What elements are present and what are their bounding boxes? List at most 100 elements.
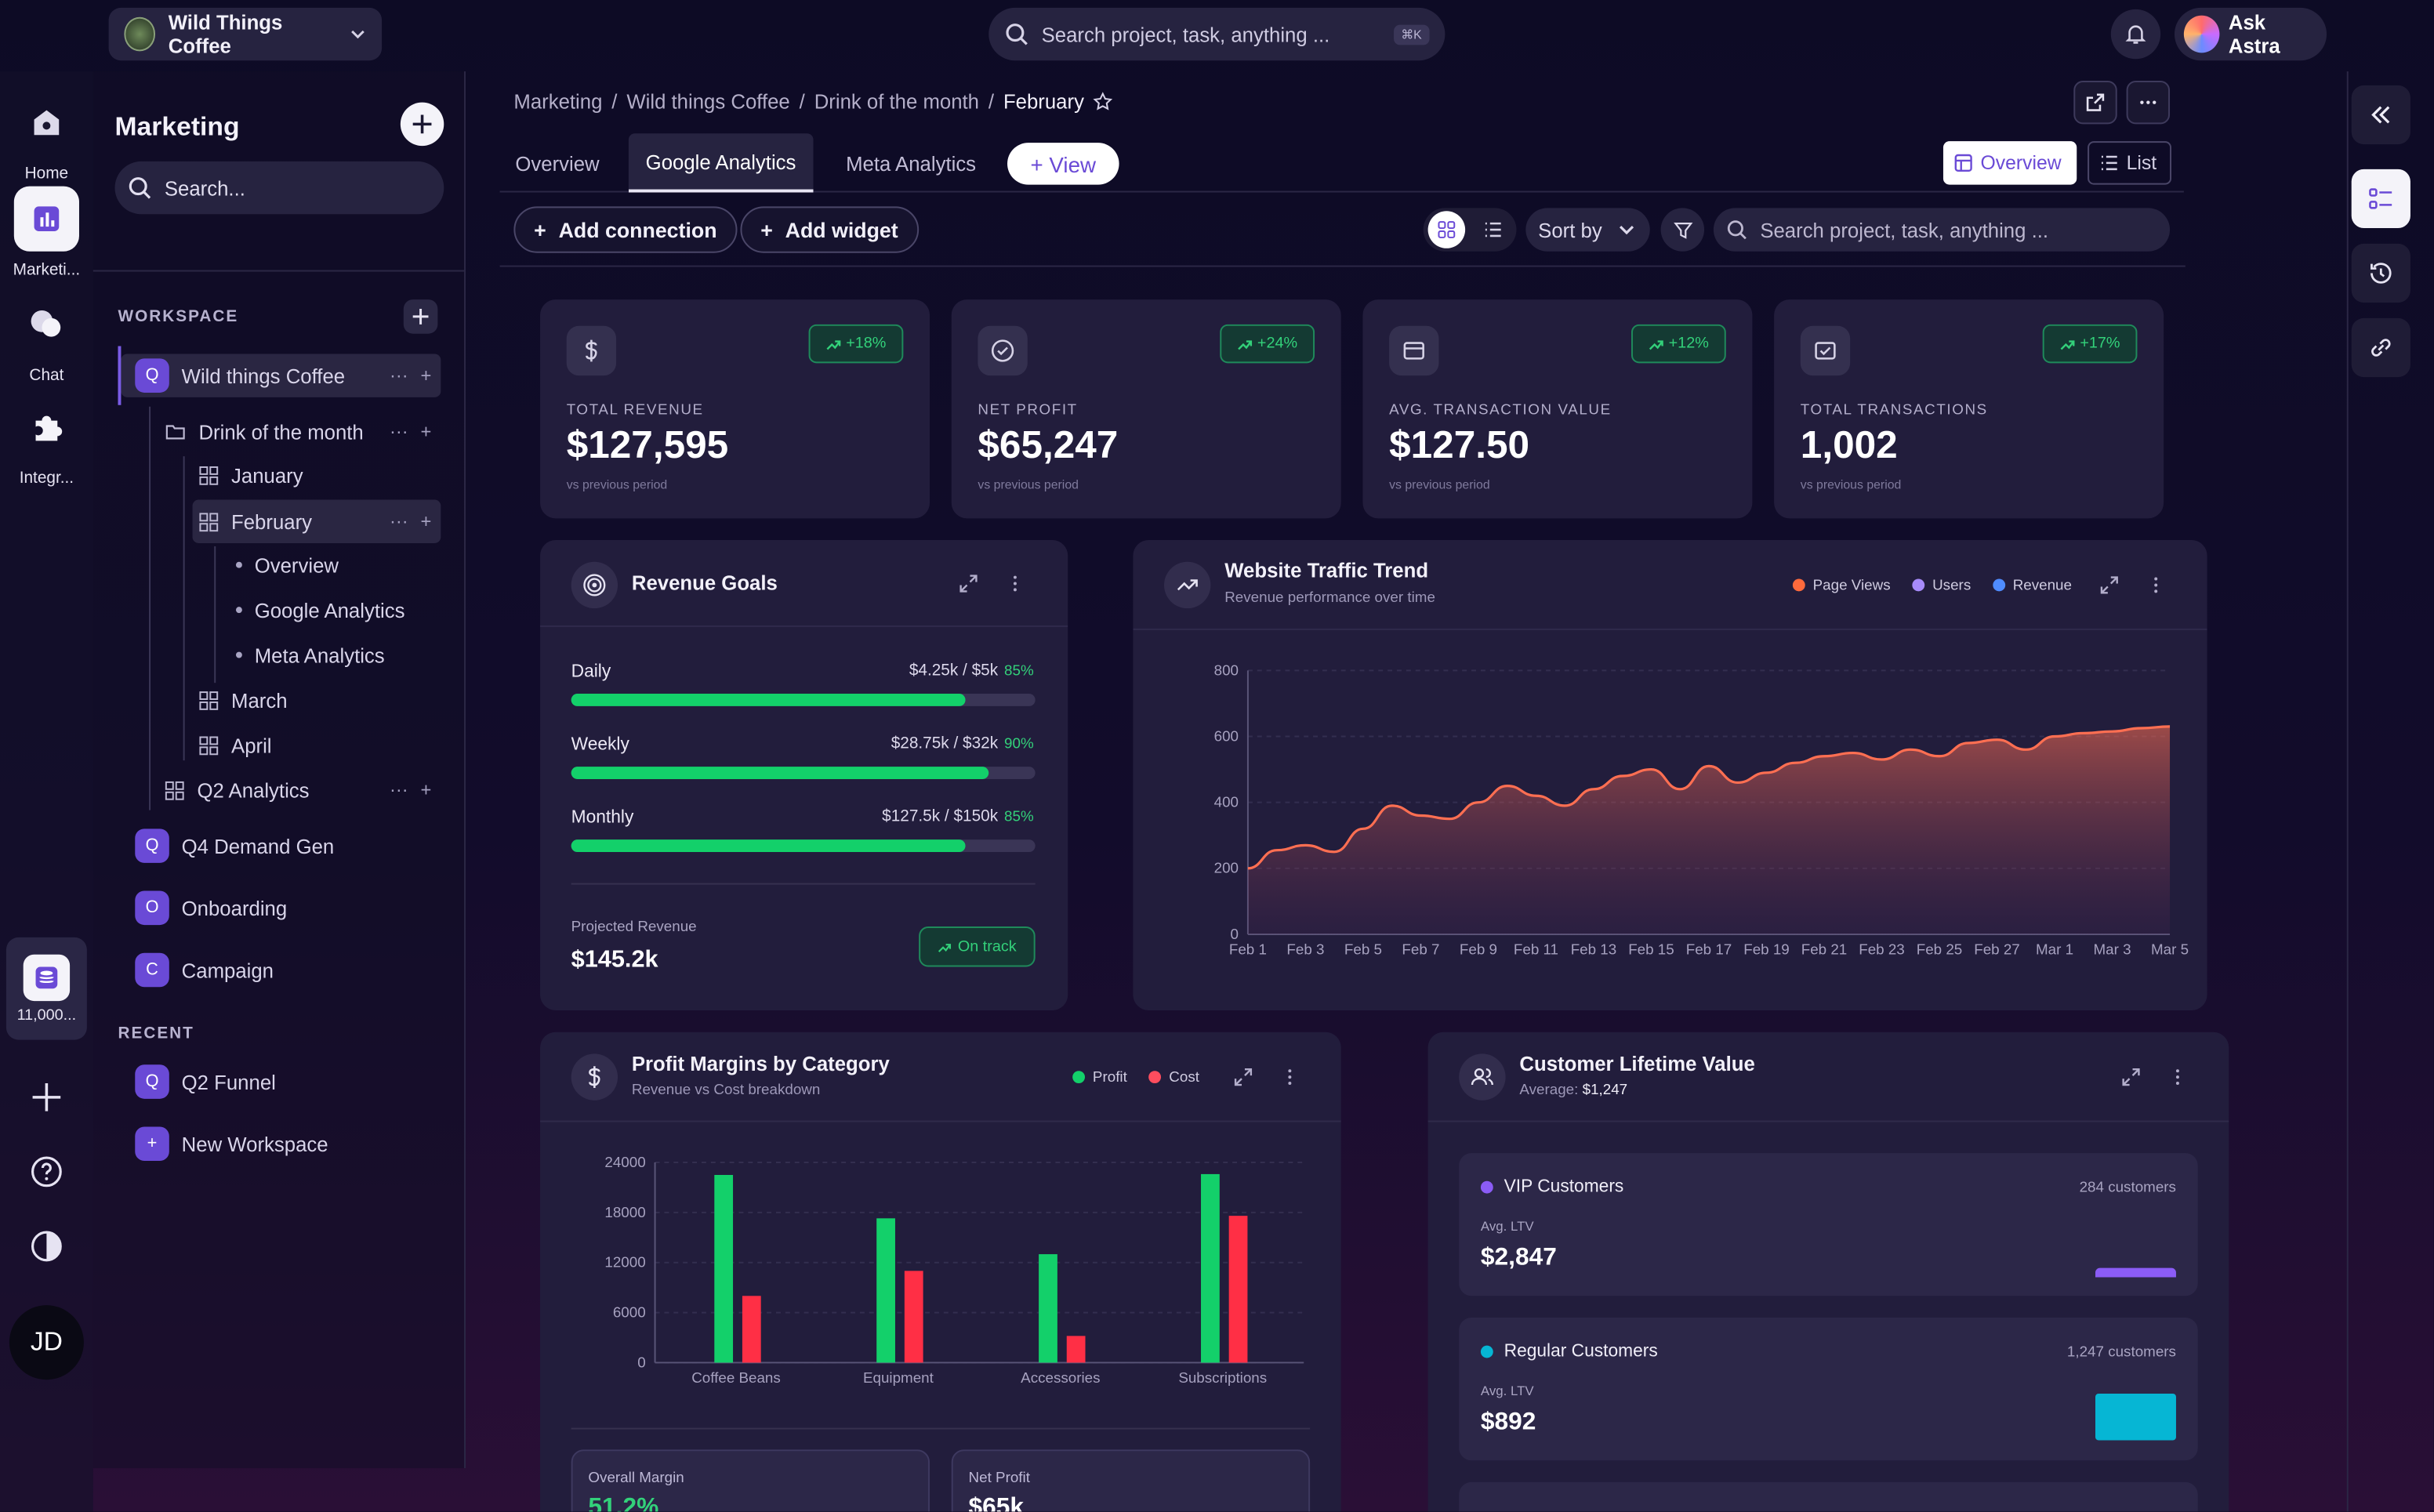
kpi-sub: vs previous period [978,477,1079,492]
legend-item[interactable]: Profit [1072,1069,1127,1086]
plus-icon[interactable]: + [420,420,432,443]
overview-view-button[interactable]: Overview [1942,141,2077,185]
add-widget-button[interactable]: + Add widget [740,206,919,253]
workspace-badge: O [135,890,169,926]
tasks-panel-button[interactable] [2351,169,2410,229]
tree-item-q4-demand-gen[interactable]: Q Q4 Demand Gen [135,824,334,867]
trend-up-icon [826,339,841,350]
rail-item-integrations[interactable]: Integr... [8,394,85,488]
user-avatar[interactable]: JD [9,1305,84,1380]
more-icon[interactable]: ··· [389,364,408,387]
card-title: Customer Lifetime Value [1519,1052,1755,1076]
tab-google-analytics[interactable]: Google Analytics [628,133,814,193]
grid-icon [199,466,219,484]
tree-item-meta-analytics[interactable]: Meta Analytics [230,633,385,676]
sidebar-add-button[interactable] [400,102,444,147]
breadcrumb-separator: / [988,89,995,114]
legend-item[interactable]: Page Views [1792,578,1891,594]
legend-item[interactable]: Revenue [1992,578,2072,594]
history-button[interactable] [2351,243,2410,303]
expand-icon[interactable] [2122,1068,2141,1086]
filter-button[interactable] [1660,208,1705,252]
top-bar: Wild Things Coffee Search project, task,… [0,0,2434,68]
legend-item[interactable]: Users [1912,578,1971,594]
tab-overview[interactable]: Overview [515,151,600,175]
customer-segment-vip[interactable]: VIP Customers 284 customers Avg. LTV $2,… [1459,1153,2198,1296]
more-vertical-icon[interactable] [2149,576,2162,595]
open-external-button[interactable] [2073,80,2117,125]
recent-item-new-workspace[interactable]: + New Workspace [135,1122,328,1166]
breadcrumb-item[interactable]: Wild things Coffee [626,89,790,114]
rail-item-home[interactable]: Home [8,90,85,183]
customer-segment-regular[interactable]: Regular Customers 1,247 customers Avg. L… [1459,1318,2198,1461]
trend-up-icon [938,943,952,952]
global-search-input[interactable]: Search project, task, anything ... ⌘K [988,7,1446,61]
tree-item-overview[interactable]: Overview [230,543,339,586]
chevron-down-icon [1620,225,1634,235]
star-icon[interactable] [1094,92,1114,112]
list-layout-button[interactable] [1475,211,1512,248]
more-vertical-icon[interactable] [1009,575,1021,593]
goal-label: Monthly [571,808,634,828]
tree-item-april[interactable]: April [198,723,272,767]
trend-value: +17% [2080,335,2120,353]
more-icon[interactable]: ··· [389,420,408,443]
tree-item-onboarding[interactable]: O Onboarding [135,887,287,930]
kpi-sub: vs previous period [1389,477,1490,492]
database-button[interactable]: 11,000... [5,937,87,1040]
tree-item-campaign[interactable]: C Campaign [135,948,274,992]
ask-astra-button[interactable]: Ask Astra [2174,7,2327,61]
widget-search-input[interactable]: Search project, task, anything ... [1713,208,2171,252]
customer-segment-next[interactable] [1459,1481,2198,1512]
links-button[interactable] [2351,317,2410,378]
more-vertical-icon[interactable] [1283,1068,1296,1086]
trend-badge: +12% [1631,324,1726,364]
sidebar-search-input[interactable]: Search... [114,161,444,215]
add-connection-button[interactable]: + Add connection [513,206,738,253]
expand-icon[interactable] [2100,576,2119,595]
recent-item-q2-funnel[interactable]: Q Q2 Funnel [135,1060,276,1103]
legend-item[interactable]: Cost [1148,1069,1199,1086]
expand-icon[interactable] [959,575,978,593]
rail-item-chat[interactable]: Chat [8,292,85,385]
theme-toggle-button[interactable] [9,1209,84,1283]
add-button[interactable] [9,1060,84,1134]
kpi-sub: vs previous period [566,477,668,492]
sort-by-dropdown[interactable]: Sort by [1525,208,1650,252]
tree-item-february[interactable]: February ··· + [192,499,441,543]
tree-item-drink-of-the-month[interactable]: Drink of the month ··· + [165,410,441,453]
notifications-button[interactable] [2110,9,2161,60]
grid-layout-button[interactable] [1427,211,1466,248]
more-vertical-icon[interactable] [2171,1068,2184,1086]
workspace-switcher[interactable]: Wild Things Coffee [108,7,383,61]
tree-item-google-analytics[interactable]: Google Analytics [230,588,404,631]
trend-badge: +17% [2042,324,2138,364]
row-actions: ··· + [390,779,431,801]
trend-value: +12% [1668,335,1709,353]
more-options-button[interactable] [2126,80,2171,125]
list-view-button[interactable]: List [2088,141,2172,185]
tree-item-q2-analytics[interactable]: Q2 Analytics ··· + [165,768,441,811]
series-line-page-views [1247,725,2171,870]
tree-item-march[interactable]: March [198,678,288,721]
folder-icon [165,425,185,440]
breadcrumb-item[interactable]: Marketing [513,89,603,114]
breadcrumb-item[interactable]: Drink of the month [814,89,980,114]
add-workspace-button[interactable] [403,299,438,334]
tree-item-january[interactable]: January [198,453,441,496]
plus-icon[interactable]: + [420,510,432,533]
tile-value: $65k [968,1494,1024,1512]
add-view-button[interactable]: + View [1007,143,1119,185]
expand-icon[interactable] [1234,1068,1253,1086]
tab-meta-analytics[interactable]: Meta Analytics [846,151,977,175]
tree-item-wild-things-coffee[interactable]: Q Wild things Coffee ··· + [121,354,441,397]
collapse-panel-button[interactable] [2351,85,2410,145]
more-icon[interactable]: ··· [389,510,408,533]
plus-icon[interactable]: + [420,778,432,801]
rail-item-marketing[interactable]: Marketi... [8,186,85,279]
help-button[interactable] [9,1134,84,1209]
plus-icon[interactable]: + [420,364,432,387]
workspace-badge: Q [135,358,169,393]
view-tabs: Overview Google Analytics Meta Analytics [499,133,2184,193]
more-icon[interactable]: ··· [389,778,408,801]
